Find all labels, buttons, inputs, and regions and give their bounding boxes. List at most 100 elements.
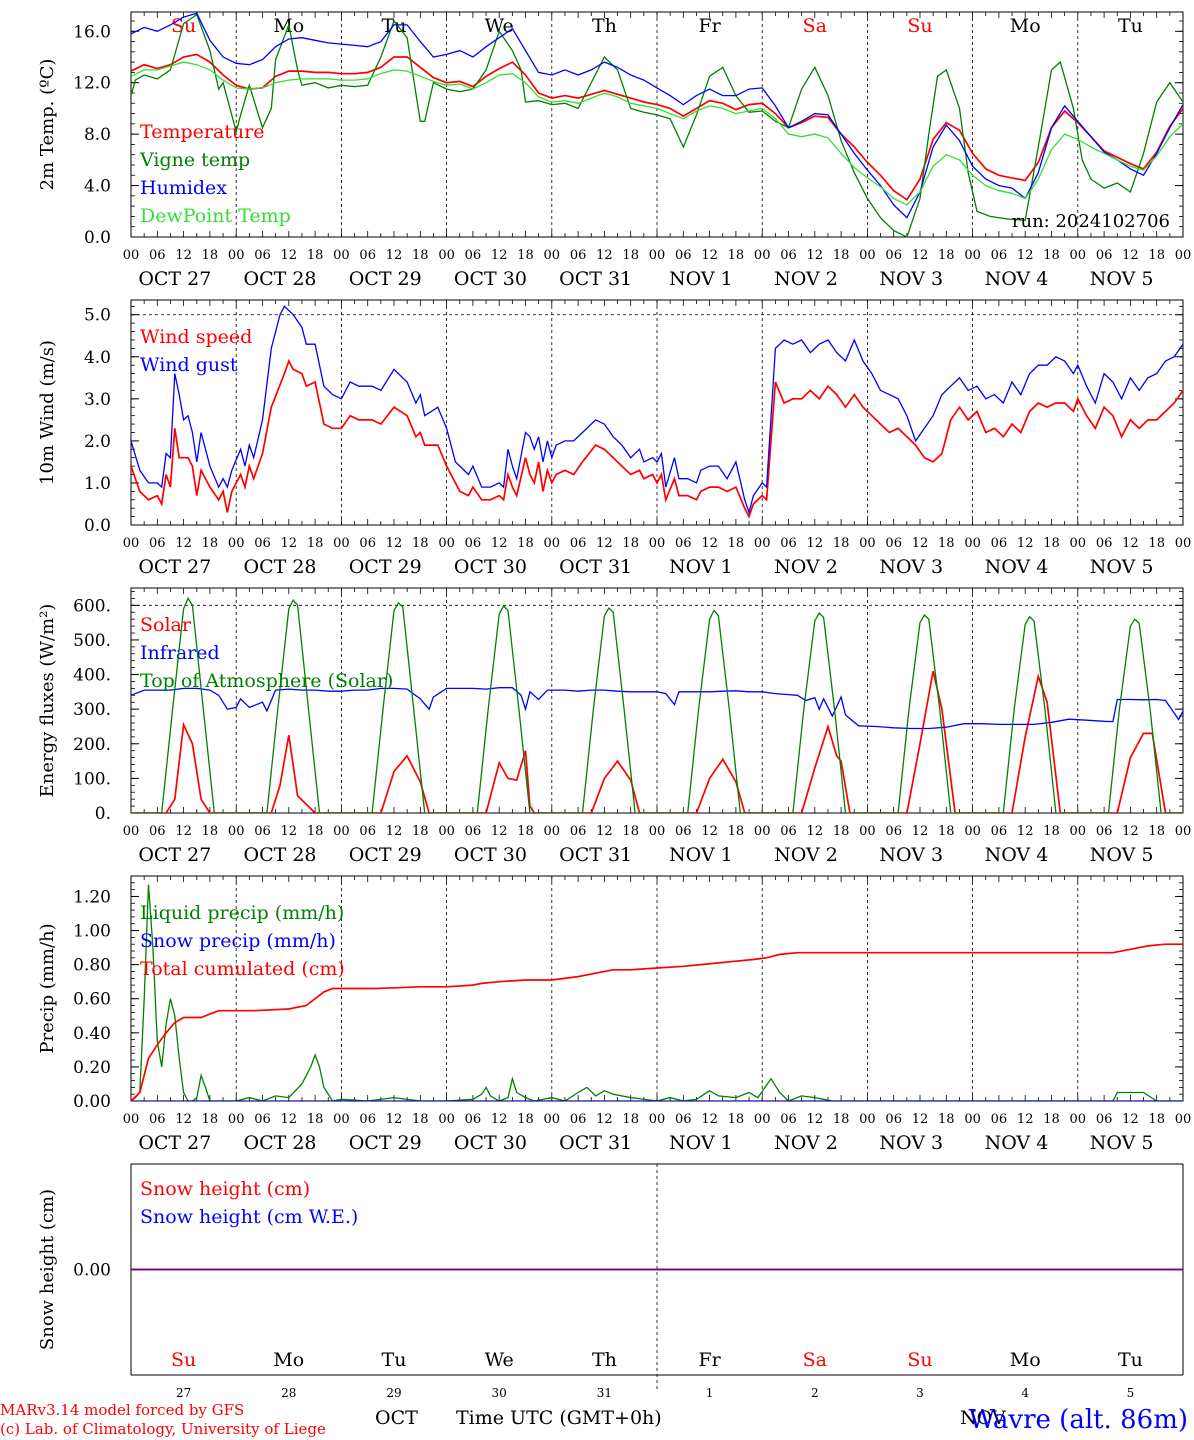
- day-number-label: 30: [492, 1386, 507, 1400]
- legend-entry: Snow precip (mm/h): [140, 930, 336, 952]
- x-hour-label: 18: [728, 824, 745, 839]
- panel-5: 0.00 Snow height (cm) Su Mo Tu We Th Fr Sa Su Mo Tu…: [37, 1163, 1184, 1400]
- x-hour-label: 06: [885, 248, 902, 263]
- x-day-label: NOV 4: [985, 844, 1049, 866]
- x-day-label: OCT 31: [559, 1132, 632, 1154]
- weekday-label: Tu: [1118, 15, 1143, 37]
- x-day-label: OCT 27: [138, 268, 211, 290]
- x-hour-label: 06: [780, 1112, 797, 1127]
- x-day-label: OCT 28: [244, 268, 317, 290]
- x-day-label: NOV 5: [1090, 844, 1154, 866]
- x-hour-label: 06: [359, 248, 376, 263]
- series-line-infrared: [131, 687, 1183, 730]
- x-hour-label: 18: [202, 536, 219, 551]
- x-hour-label: 12: [1017, 824, 1034, 839]
- x-hour-label: 18: [1148, 824, 1165, 839]
- x-hour-label: 00: [228, 824, 245, 839]
- x-hour-label: 12: [807, 1112, 824, 1127]
- y-tick-label: 100.: [73, 769, 111, 789]
- x-hour-label: 06: [991, 1112, 1008, 1127]
- x-hour-label: 00: [754, 824, 771, 839]
- weekday-label: Fr: [698, 1349, 721, 1371]
- x-hour-label: 06: [149, 536, 166, 551]
- x-hour-label: 00: [123, 824, 140, 839]
- weekday-label: Sa: [803, 15, 827, 37]
- day-number-label: 31: [597, 1386, 612, 1400]
- x-day-label: NOV 2: [774, 1132, 838, 1154]
- plot-frame: [130, 587, 1184, 814]
- x-hour-label: 06: [885, 824, 902, 839]
- x-day-label: NOV 3: [879, 1132, 943, 1154]
- x-hour-label: 12: [807, 536, 824, 551]
- x-hour-label: 18: [728, 248, 745, 263]
- x-hour-label: 00: [333, 536, 350, 551]
- weekday-label: Su: [171, 1349, 196, 1371]
- x-hour-label: 12: [386, 824, 403, 839]
- y-tick-label: 4.0: [84, 348, 111, 368]
- x-hour-label: 18: [833, 248, 850, 263]
- x-day-label: OCT 31: [559, 268, 632, 290]
- legend-entry: Snow height (cm): [140, 1178, 310, 1200]
- x-hour-label: 00: [1070, 248, 1087, 263]
- y-tick-label: 1.0: [84, 474, 111, 494]
- x-hour-label: 06: [1096, 248, 1113, 263]
- x-hour-label: 18: [517, 536, 534, 551]
- weekday-label: We: [485, 15, 514, 37]
- footer-month-oct: OCT: [375, 1407, 418, 1429]
- x-hour-label: 06: [675, 248, 692, 263]
- x-day-label: NOV 1: [669, 268, 733, 290]
- y-tick-label: 0.40: [73, 1024, 111, 1044]
- y-tick-label: 0.: [95, 804, 111, 824]
- x-hour-label: 18: [517, 248, 534, 263]
- x-hour-label: 18: [1148, 248, 1165, 263]
- x-hour-label: 00: [228, 248, 245, 263]
- x-hour-label: 06: [780, 536, 797, 551]
- x-hour-label: 18: [622, 824, 639, 839]
- x-hour-label: 18: [1043, 824, 1060, 839]
- x-hour-label: 06: [1096, 536, 1113, 551]
- x-hour-label: 00: [859, 248, 876, 263]
- x-hour-label: 18: [412, 824, 429, 839]
- y-axis-label: Energy fluxes (W/m²): [37, 604, 58, 798]
- x-hour-label: 00: [964, 536, 981, 551]
- day-number-label: 5: [1127, 1386, 1135, 1400]
- weekday-label: Su: [907, 1349, 932, 1371]
- x-hour-label: 18: [728, 536, 745, 551]
- plot-frame: [130, 11, 1184, 238]
- x-hour-label: 00: [1175, 536, 1192, 551]
- x-hour-label: 00: [1175, 248, 1192, 263]
- x-hour-label: 06: [885, 1112, 902, 1127]
- x-hour-label: 00: [964, 824, 981, 839]
- x-day-label: NOV 1: [669, 844, 733, 866]
- x-hour-label: 06: [675, 1112, 692, 1127]
- x-hour-label: 12: [1017, 1112, 1034, 1127]
- x-hour-label: 18: [728, 1112, 745, 1127]
- x-hour-label: 12: [1017, 248, 1034, 263]
- panel-4: 0.00 0.20 0.40 0.60 0.80 1.00 1.20 Precip (mm/h…: [37, 875, 1191, 1154]
- x-hour-label: 18: [622, 1112, 639, 1127]
- x-hour-label: 00: [649, 824, 666, 839]
- day-number-label: 1: [706, 1386, 714, 1400]
- x-hour-label: 06: [570, 248, 587, 263]
- series-line-top-of-atmosphere-solar-: [131, 597, 1183, 813]
- y-tick-label: 300.: [73, 700, 111, 720]
- x-hour-label: 00: [544, 1112, 561, 1127]
- weekday-label: Mo: [1010, 15, 1041, 37]
- x-day-label: NOV 5: [1090, 268, 1154, 290]
- legend-entry: Humidex: [140, 177, 227, 199]
- x-hour-label: 00: [123, 536, 140, 551]
- series-line-humidex: [131, 12, 1183, 219]
- weekday-label: Fr: [698, 15, 721, 37]
- x-hour-label: 18: [1043, 536, 1060, 551]
- x-hour-label: 12: [807, 824, 824, 839]
- x-hour-label: 12: [175, 248, 192, 263]
- x-day-label: NOV 1: [669, 1132, 733, 1154]
- weekday-label: Mo: [273, 1349, 304, 1371]
- weekday-label: We: [485, 1349, 514, 1371]
- x-hour-label: 18: [1043, 1112, 1060, 1127]
- x-hour-label: 12: [175, 1112, 192, 1127]
- x-hour-label: 18: [307, 536, 324, 551]
- x-hour-label: 12: [281, 1112, 298, 1127]
- x-hour-label: 12: [1122, 248, 1139, 263]
